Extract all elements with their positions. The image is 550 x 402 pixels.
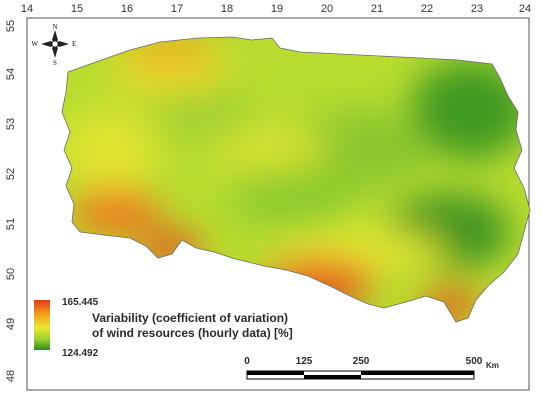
- lat-tick-48: 48: [5, 370, 17, 382]
- scale-label-0: 0: [244, 356, 250, 367]
- scale-label-500: 500: [466, 356, 483, 367]
- lon-tick-16: 16: [121, 3, 133, 15]
- lat-tick-54: 54: [5, 68, 17, 80]
- legend-title-line2: of wind resources (hourly data) [%]: [92, 326, 293, 340]
- scale-label-250: 250: [353, 356, 370, 367]
- lon-tick-22: 22: [421, 3, 433, 15]
- compass-s: S: [53, 59, 57, 67]
- lat-tick-50: 50: [5, 268, 17, 280]
- legend-color-ramp: [34, 300, 50, 350]
- lon-tick-20: 20: [321, 3, 333, 15]
- lon-tick-15: 15: [71, 3, 83, 15]
- lon-tick-23: 23: [471, 3, 483, 15]
- lon-tick-21: 21: [371, 3, 383, 15]
- compass-rose-icon: N S E W: [31, 23, 76, 67]
- lon-tick-19: 19: [271, 3, 283, 15]
- latitude-axis: 55 54 53 52 51 50 49 48: [5, 20, 17, 382]
- scale-segment-1: [247, 371, 304, 375]
- map-border: [26, 17, 530, 391]
- lat-tick-51: 51: [5, 218, 17, 230]
- legend-min-value: 124.492: [62, 348, 99, 359]
- longitude-axis: 14 15 16 17 18 19 20 21 22 23 24: [21, 3, 531, 15]
- lat-tick-49: 49: [5, 318, 17, 330]
- lat-tick-53: 53: [5, 118, 17, 130]
- compass-e: E: [72, 40, 76, 48]
- compass-w: W: [31, 40, 38, 48]
- lon-tick-14: 14: [21, 3, 33, 15]
- legend-max-value: 165.445: [62, 297, 99, 308]
- country-outline: [61, 36, 531, 323]
- scale-label-125: 125: [296, 356, 313, 367]
- lon-tick-18: 18: [221, 3, 233, 15]
- lon-tick-24: 24: [519, 3, 531, 15]
- scale-segment-2: [304, 375, 361, 379]
- variability-heatmap: [62, 37, 530, 322]
- scale-unit: Km: [486, 361, 499, 370]
- lat-tick-55: 55: [5, 20, 17, 32]
- lat-tick-52: 52: [5, 168, 17, 180]
- scale-bar: 0 125 250 500 Km: [244, 356, 499, 380]
- lon-tick-17: 17: [171, 3, 183, 15]
- legend-title-line1: Variability (coefficient of variation): [92, 311, 288, 325]
- legend: 165.445 124.492 Variability (coefficient…: [34, 297, 293, 359]
- scale-segment-3: [361, 371, 474, 375]
- compass-n: N: [52, 23, 57, 31]
